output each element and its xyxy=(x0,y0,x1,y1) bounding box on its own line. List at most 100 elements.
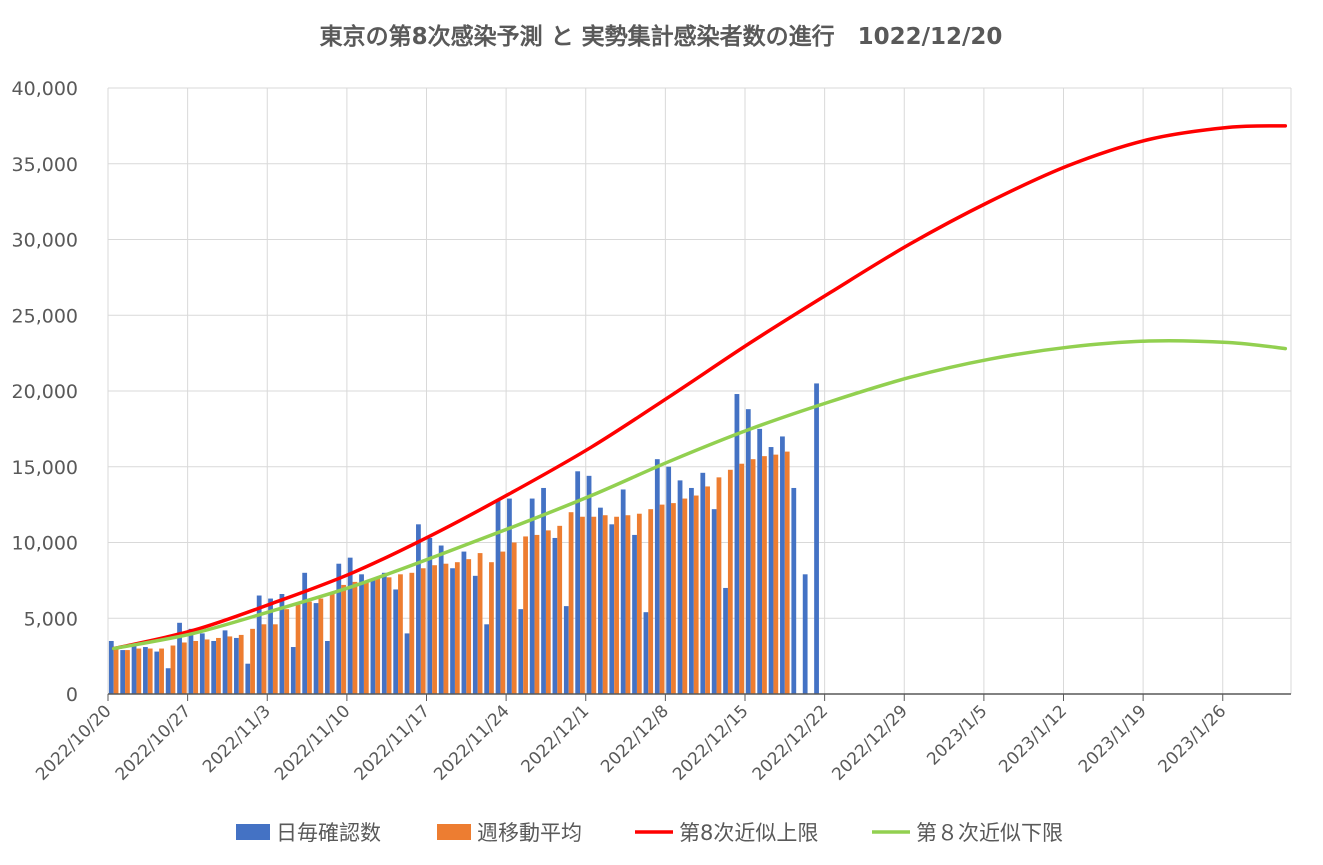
bar-daily xyxy=(552,537,558,694)
y-tick-label: 5,000 xyxy=(24,608,78,630)
bar-weekly-avg xyxy=(489,562,494,694)
bar-weekly-avg xyxy=(591,516,597,694)
bar-daily xyxy=(586,475,592,694)
bar-weekly-avg xyxy=(671,503,676,694)
x-tick-label: 2022/11/24 xyxy=(430,701,513,784)
bar-daily xyxy=(290,647,296,694)
bar-daily xyxy=(336,563,342,694)
chart-title: 東京の第8次感染予測 と 実勢集計感染者数の進行 1022/12/20 xyxy=(320,23,1003,50)
bar-weekly-avg xyxy=(716,477,722,694)
bar-weekly-avg xyxy=(261,624,267,694)
bar-weekly-avg xyxy=(238,634,244,694)
x-tick-label: 2023/1/19 xyxy=(1075,701,1151,777)
x-tick-label: 2023/1/12 xyxy=(995,701,1071,777)
bar-daily xyxy=(768,447,774,694)
bar-weekly-avg xyxy=(625,515,631,694)
bar-daily xyxy=(393,589,399,694)
bar-weekly-avg xyxy=(580,516,585,694)
y-tick-label: 35,000 xyxy=(12,154,78,176)
bar-daily xyxy=(279,594,285,694)
x-tick-label: 2022/12/29 xyxy=(828,701,911,784)
y-tick-label: 15,000 xyxy=(12,457,78,479)
bar-weekly-avg xyxy=(614,516,619,694)
bar-daily xyxy=(609,524,615,694)
legend: 日毎確認数 週移動平均 第8次近似上限 第８次近似下限 xyxy=(236,821,1063,845)
bar-weekly-avg xyxy=(727,469,733,694)
bar-weekly-avg xyxy=(136,648,142,694)
bar-daily xyxy=(245,663,251,694)
bar-daily xyxy=(188,628,194,694)
bar-weekly-avg xyxy=(477,553,483,694)
y-tick-label: 10,000 xyxy=(12,533,78,555)
bar-daily xyxy=(143,647,148,694)
bar-daily xyxy=(541,487,546,694)
bar-weekly-avg xyxy=(295,604,301,694)
bar-weekly-avg xyxy=(159,648,164,694)
bar-weekly-avg xyxy=(682,498,688,694)
bars xyxy=(108,383,819,694)
bar-daily xyxy=(404,633,410,694)
bar-daily xyxy=(677,480,683,694)
bar-daily xyxy=(416,524,421,694)
bar-weekly-avg xyxy=(784,451,790,694)
bar-daily xyxy=(598,507,603,694)
bar-weekly-avg xyxy=(545,530,551,694)
bar-daily xyxy=(654,459,660,694)
x-tick-label: 2022/11/10 xyxy=(271,701,354,784)
bar-weekly-avg xyxy=(193,640,199,694)
bar-weekly-avg xyxy=(398,574,403,694)
bar-weekly-avg xyxy=(227,636,233,694)
bar-daily xyxy=(154,651,160,694)
bar-weekly-avg xyxy=(693,495,699,694)
bar-weekly-avg xyxy=(466,559,472,694)
bar-daily xyxy=(359,574,364,694)
bar-weekly-avg xyxy=(602,515,608,694)
bar-weekly-avg xyxy=(386,577,392,694)
bar-daily xyxy=(632,534,637,694)
bar-weekly-avg xyxy=(204,639,210,694)
x-tick-label: 2023/1/5 xyxy=(923,701,991,769)
bar-daily xyxy=(256,595,262,694)
bar-daily xyxy=(427,537,433,694)
bar-daily xyxy=(222,630,228,694)
y-tick-label: 20,000 xyxy=(12,381,78,403)
upper-bound-line xyxy=(111,124,1288,651)
legend-label: 第8次近似上限 xyxy=(679,821,818,845)
x-tick-label: 2022/12/22 xyxy=(749,701,832,784)
y-tick-label: 30,000 xyxy=(12,230,78,252)
bar-weekly-avg xyxy=(272,624,278,694)
bar-weekly-avg xyxy=(375,577,381,694)
bar-daily xyxy=(734,394,740,694)
x-tick-label: 2022/12/8 xyxy=(597,701,673,777)
bar-weekly-avg xyxy=(216,637,221,694)
legend-label: 第８次近似下限 xyxy=(916,821,1063,845)
grid xyxy=(107,87,1292,694)
x-tick-label: 2022/10/20 xyxy=(32,701,115,784)
bar-weekly-avg xyxy=(568,512,574,694)
bar-daily xyxy=(495,500,501,694)
bar-daily xyxy=(620,489,626,694)
bar-weekly-avg xyxy=(147,648,153,694)
bar-daily xyxy=(780,436,785,694)
bar-daily xyxy=(165,668,171,694)
bar-daily xyxy=(814,383,819,694)
y-tick-label: 25,000 xyxy=(12,305,78,327)
bar-daily xyxy=(757,428,763,694)
bar-daily xyxy=(108,640,114,694)
bar-weekly-avg xyxy=(557,525,563,694)
bar-weekly-avg xyxy=(329,592,335,694)
bar-weekly-avg xyxy=(534,534,540,694)
bar-daily xyxy=(438,545,444,694)
bar-daily xyxy=(177,622,182,694)
bar-weekly-avg xyxy=(181,642,187,694)
bar-daily xyxy=(689,487,694,694)
bar-daily xyxy=(802,574,808,694)
bar-daily xyxy=(268,598,273,694)
bar-daily xyxy=(450,568,455,694)
y-tick-label: 40,000 xyxy=(12,78,78,100)
bar-daily xyxy=(484,624,490,694)
bar-daily xyxy=(234,637,239,694)
bar-weekly-avg xyxy=(284,609,290,694)
bar-weekly-avg xyxy=(250,628,255,694)
